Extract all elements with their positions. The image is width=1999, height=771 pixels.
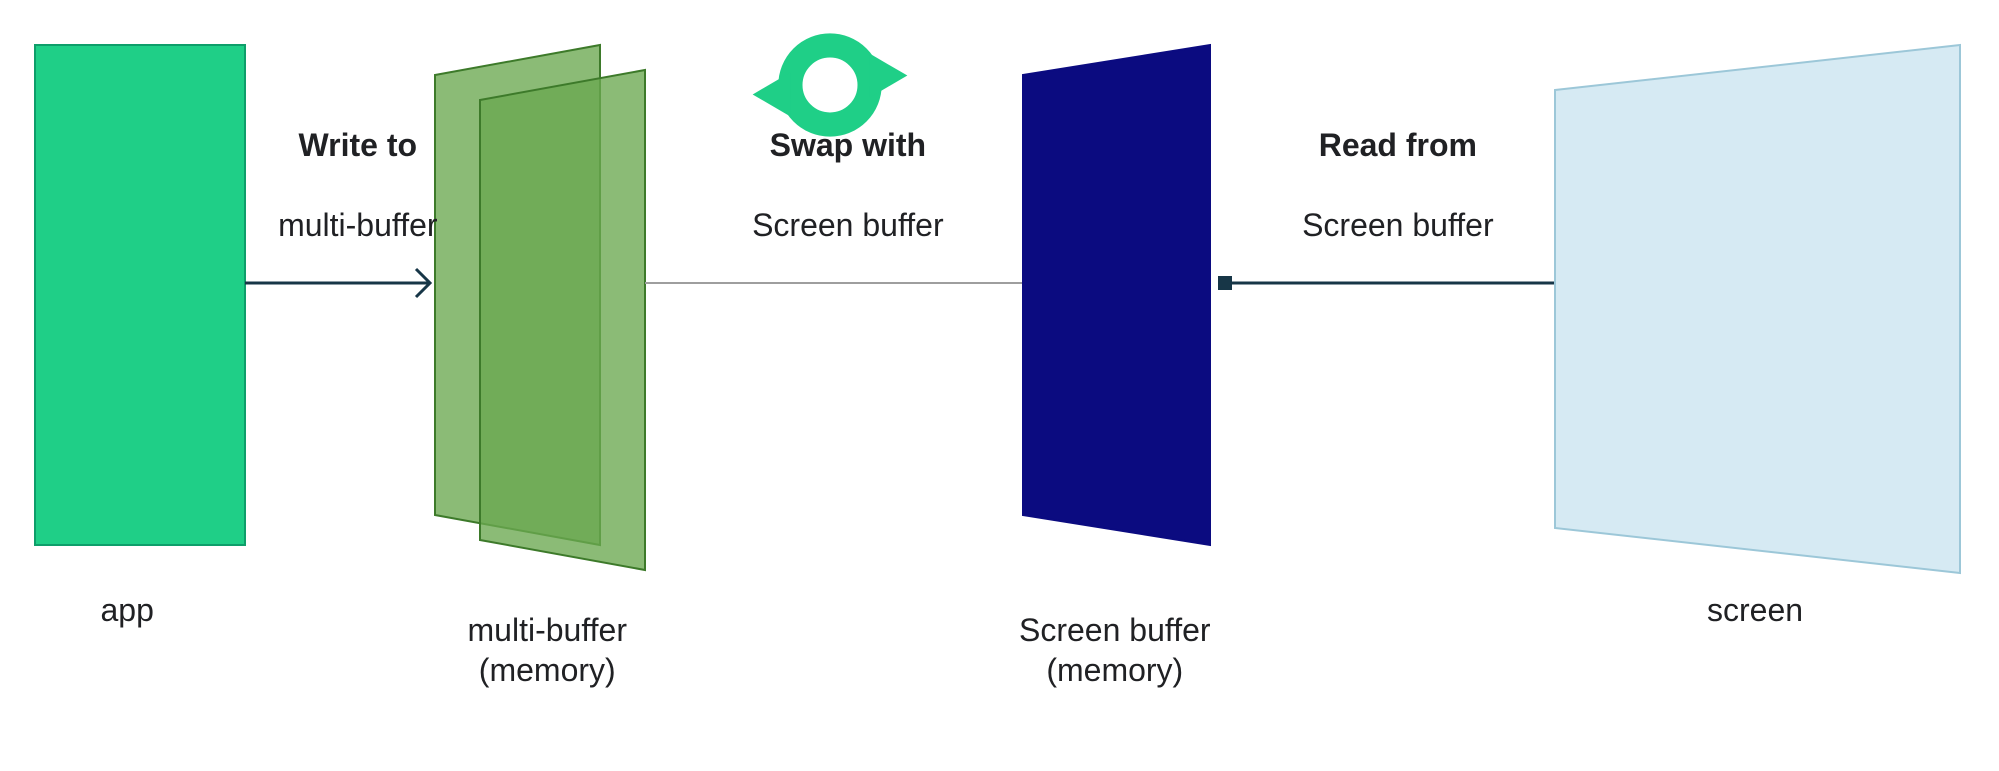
- read-arrow-head: [1218, 276, 1232, 290]
- app-node-rect: [35, 45, 245, 545]
- multi-buffer-layer-front: [480, 70, 645, 570]
- swap-edge-label-bold: Swap with: [770, 127, 926, 163]
- buffer-swap-diagram: app multi-buffer (memory) Screen buffer …: [0, 0, 1999, 771]
- app-label: app: [101, 590, 154, 630]
- write-edge-label-plain: multi-buffer: [278, 207, 437, 243]
- read-edge-label: Read from Screen buffer: [1267, 85, 1494, 285]
- screen-buffer-label: Screen buffer (memory): [1019, 610, 1211, 690]
- screen-buffer-node: [1023, 45, 1210, 545]
- screen-label: screen: [1707, 590, 1803, 630]
- write-edge-label-bold: Write to: [299, 127, 418, 163]
- swap-edge-label-plain: Screen buffer: [752, 207, 944, 243]
- read-edge-label-plain: Screen buffer: [1302, 207, 1494, 243]
- read-edge-label-bold: Read from: [1319, 127, 1477, 163]
- multi-buffer-label: multi-buffer (memory): [468, 610, 627, 690]
- screen-node: [1555, 45, 1960, 573]
- write-edge-label: Write to multi-buffer: [243, 85, 438, 285]
- swap-edge-label: Swap with Screen buffer: [717, 85, 944, 285]
